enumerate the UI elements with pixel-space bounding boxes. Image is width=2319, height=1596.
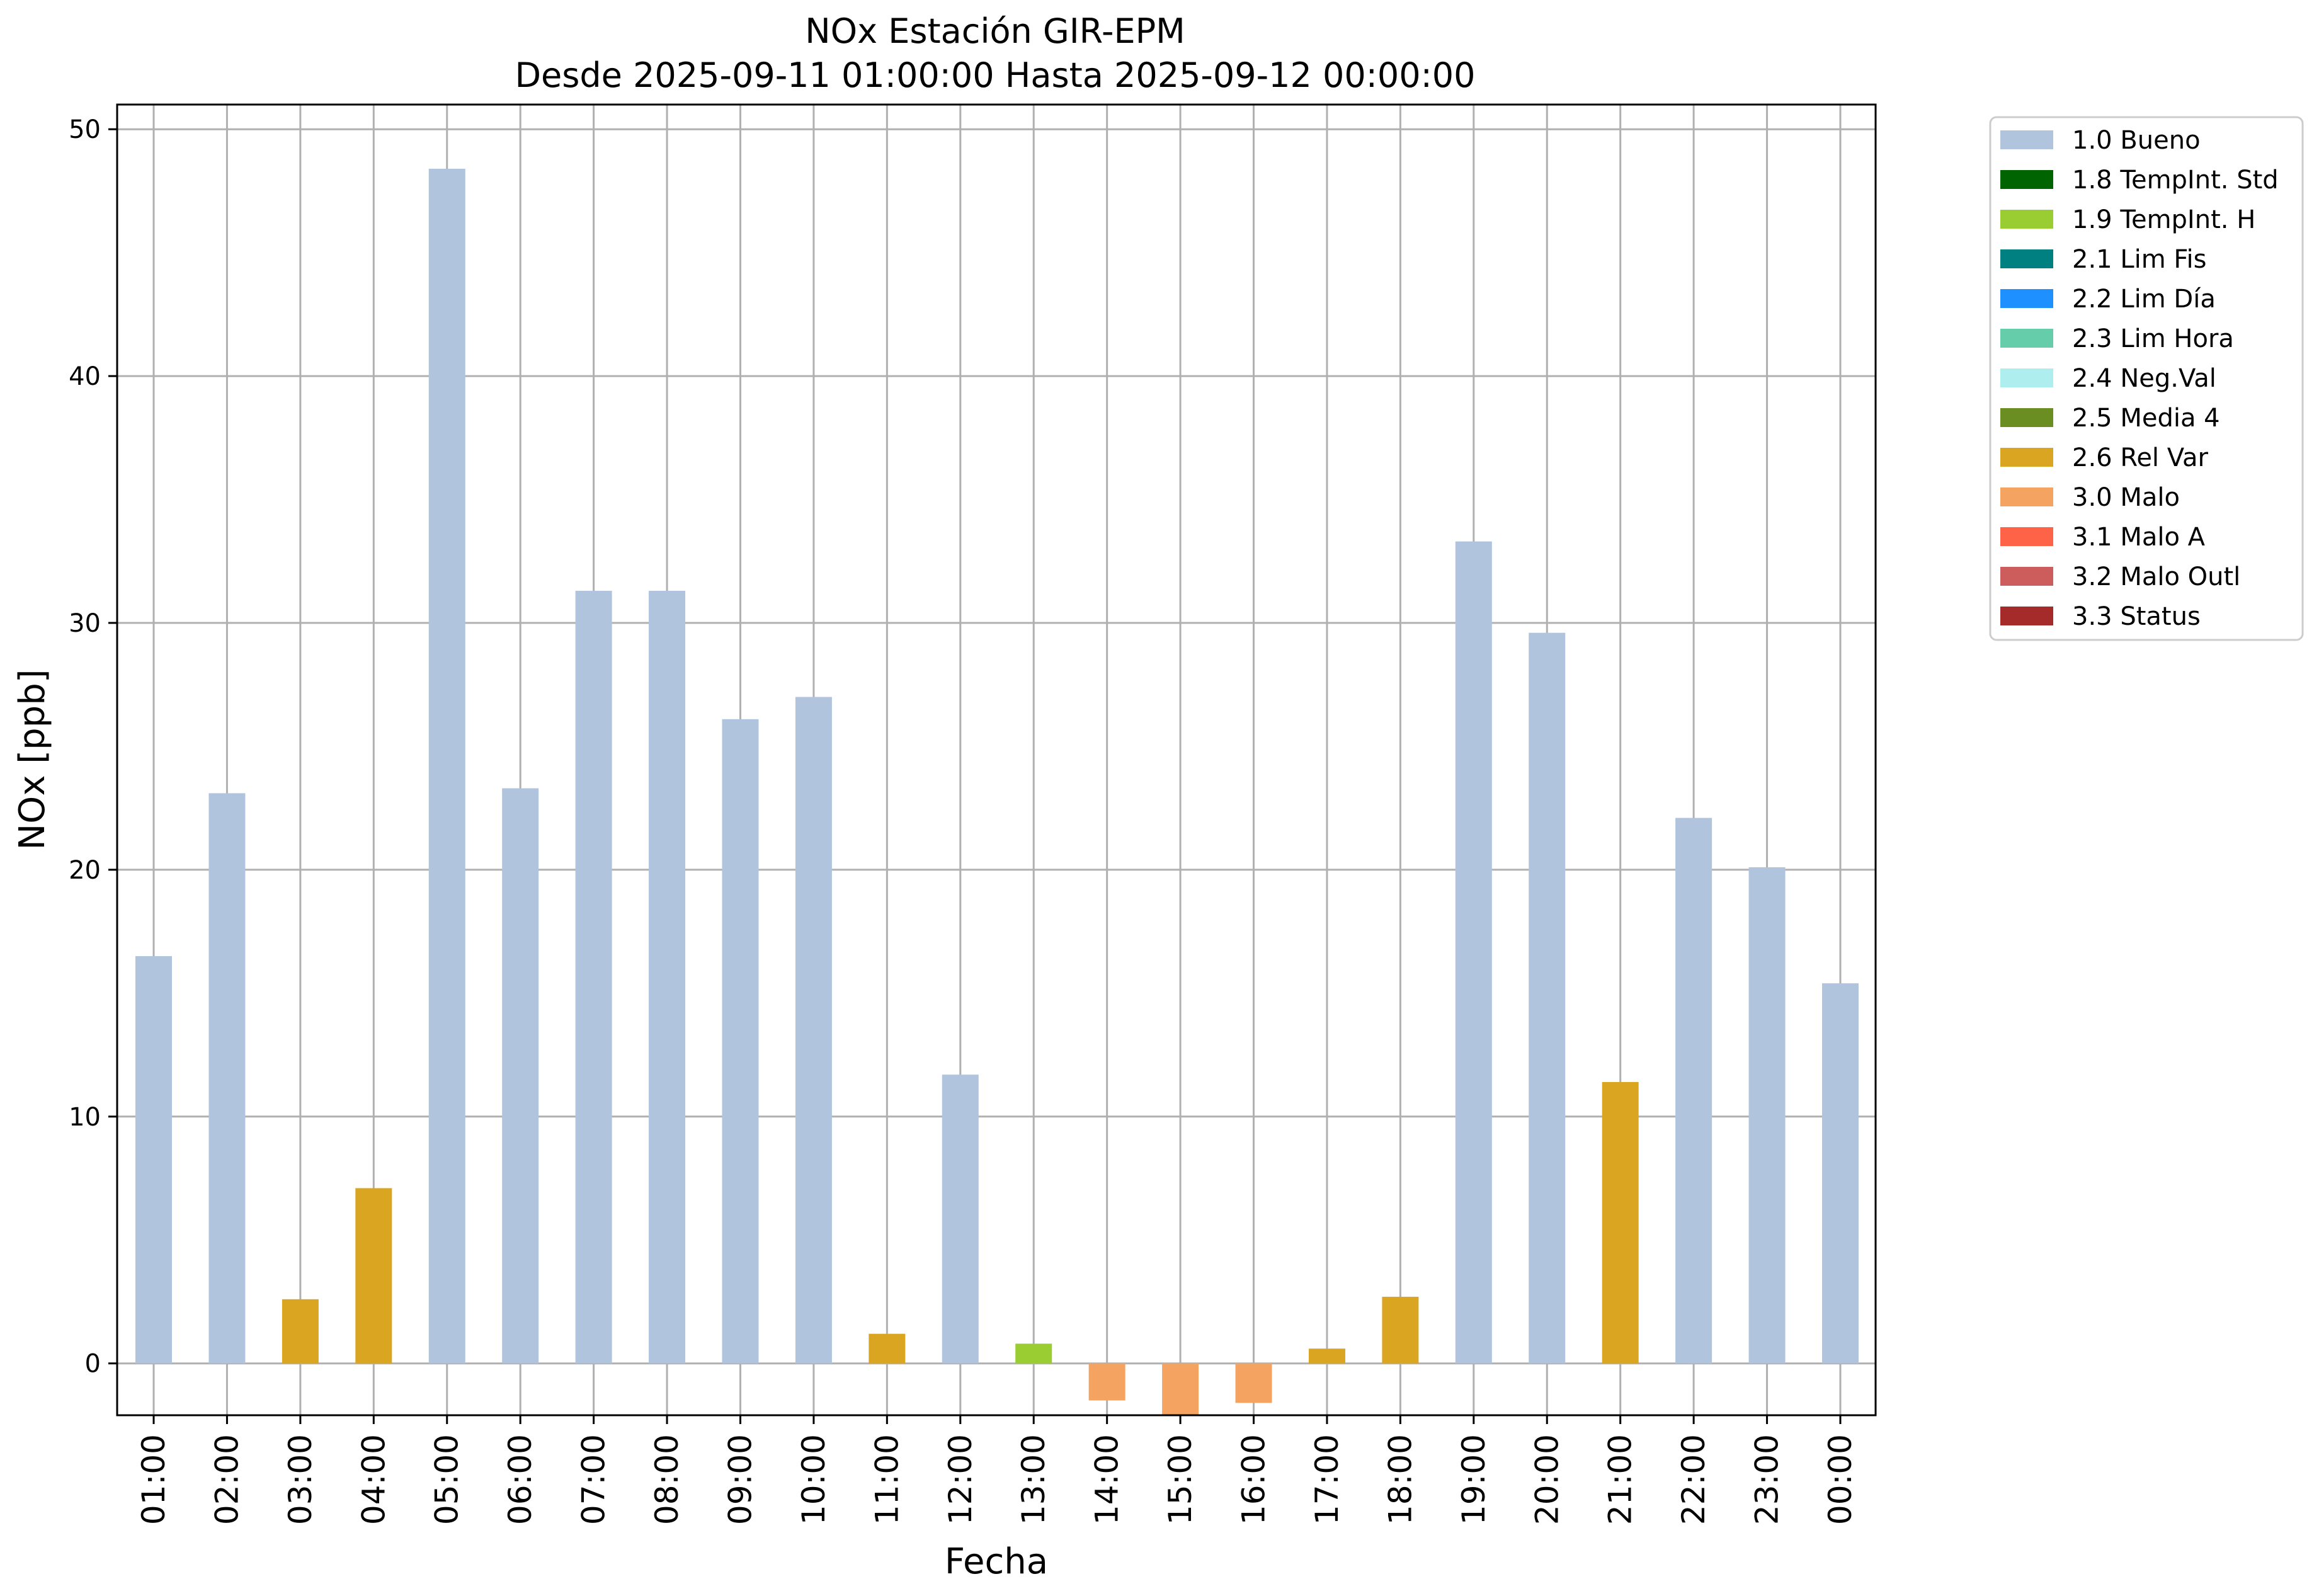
legend-swatch [2000,607,2053,625]
legend-swatch [2000,487,2053,506]
y-tick-label: 50 [69,115,101,144]
legend-label: 3.2 Malo Outl [2072,562,2240,591]
x-tick-label: 09:00 [722,1434,758,1525]
bar-1200 [942,1074,979,1364]
x-tick-label: 19:00 [1456,1434,1492,1525]
legend-label: 2.1 Lim Fis [2072,245,2206,274]
bar-0300 [282,1299,319,1364]
legend-swatch [2000,408,2053,427]
bar-1100 [869,1333,906,1364]
legend-label: 2.2 Lim Día [2072,285,2216,314]
x-tick-label: 06:00 [502,1434,538,1525]
legend-swatch [2000,210,2053,229]
bar-1800 [1382,1296,1419,1364]
y-axis-ticks: 0 10 20 30 40 50 [69,115,117,1379]
x-tick-label: 07:00 [576,1434,612,1525]
chart-title: NOx Estación GIR-EPM [805,11,1185,51]
bar-0700 [575,591,612,1364]
bar-0200 [208,793,246,1364]
x-tick-label: 03:00 [282,1434,319,1525]
x-tick-label: 00:00 [1822,1434,1859,1525]
x-tick-label: 15:00 [1162,1434,1199,1525]
x-tick-label: 11:00 [869,1434,905,1525]
x-axis-label: Fecha [945,1541,1048,1582]
bar-1400 [1088,1363,1125,1401]
bar-1500 [1162,1363,1199,1415]
legend-label: 2.5 Media 4 [2072,404,2220,433]
y-tick-label: 0 [85,1350,101,1379]
legend-swatch [2000,567,2053,586]
legend-label: 1.0 Bueno [2072,126,2201,155]
y-tick-label: 30 [69,609,101,638]
x-tick-label: 04:00 [355,1434,392,1525]
x-tick-label: 01:00 [135,1434,172,1525]
legend-swatch [2000,448,2053,467]
legend-label: 3.0 Malo [2072,483,2180,512]
x-tick-label: 14:00 [1089,1434,1125,1525]
bar-2300 [1748,867,1786,1364]
x-tick-label: 12:00 [942,1434,979,1525]
x-tick-label: 08:00 [649,1434,685,1525]
x-tick-label: 05:00 [429,1434,465,1525]
x-tick-label: 16:00 [1236,1434,1272,1525]
x-tick-label: 20:00 [1529,1434,1565,1525]
plot-frame [116,103,1877,1416]
bar-1700 [1308,1348,1345,1364]
bar-1900 [1455,541,1492,1364]
x-tick-label: 10:00 [795,1434,832,1525]
y-tick-label: 20 [69,856,101,885]
x-tick-label: 13:00 [1015,1434,1052,1525]
bar-0500 [428,168,465,1364]
legend-label: 2.3 Lim Hora [2072,324,2234,353]
bar-2200 [1675,818,1712,1364]
bar-0800 [649,591,686,1364]
y-tick-label: 40 [69,362,101,391]
bar-0400 [355,1188,392,1364]
legend-label: 2.6 Rel Var [2072,443,2209,472]
legend-label: 1.8 TempInt. Std [2072,166,2279,195]
bar-0100 [135,956,172,1364]
y-tick-label: 10 [69,1103,101,1132]
bar-1600 [1235,1363,1272,1403]
legend-swatch [2000,170,2053,189]
bar-2000 [1529,632,1566,1364]
x-axis-ticks: 01:00 02:00 03:00 04:00 05:00 06:00 07:00 08:00… [135,1415,1859,1525]
bar-0000 [1822,983,1859,1364]
legend-swatch [2000,289,2053,308]
legend-swatch [2000,368,2053,387]
legend-label: 2.4 Neg.Val [2072,364,2216,393]
legend-label: 3.1 Malo A [2072,523,2206,552]
x-tick-label: 21:00 [1602,1434,1639,1525]
bar-1000 [795,697,832,1364]
chart-subtitle: Desde 2025-09-11 01:00:00 Hasta 2025-09-… [515,55,1475,95]
x-tick-label: 02:00 [208,1434,245,1525]
legend-box [1989,116,2304,641]
legend-swatch [2000,130,2053,149]
x-tick-label: 17:00 [1309,1434,1345,1525]
legend-label: 1.9 TempInt. H [2072,205,2255,234]
legend-swatch [2000,527,2053,546]
legend-swatch [2000,329,2053,348]
legend: 1.0 Bueno 1.8 TempInt. Std 1.9 TempInt. H 2… [1989,116,2304,641]
x-tick-label: 23:00 [1749,1434,1786,1525]
legend-swatch [2000,249,2053,268]
bar-2100 [1602,1081,1639,1364]
x-tick-label: 22:00 [1675,1434,1712,1525]
legend-label: 3.3 Status [2072,602,2201,631]
bars [135,168,1859,1415]
bar-1300 [1015,1343,1052,1364]
bar-0900 [722,719,759,1364]
y-axis-label: NOx [ppb] [12,669,53,850]
x-tick-label: 18:00 [1382,1434,1418,1525]
bar-0600 [502,788,539,1364]
